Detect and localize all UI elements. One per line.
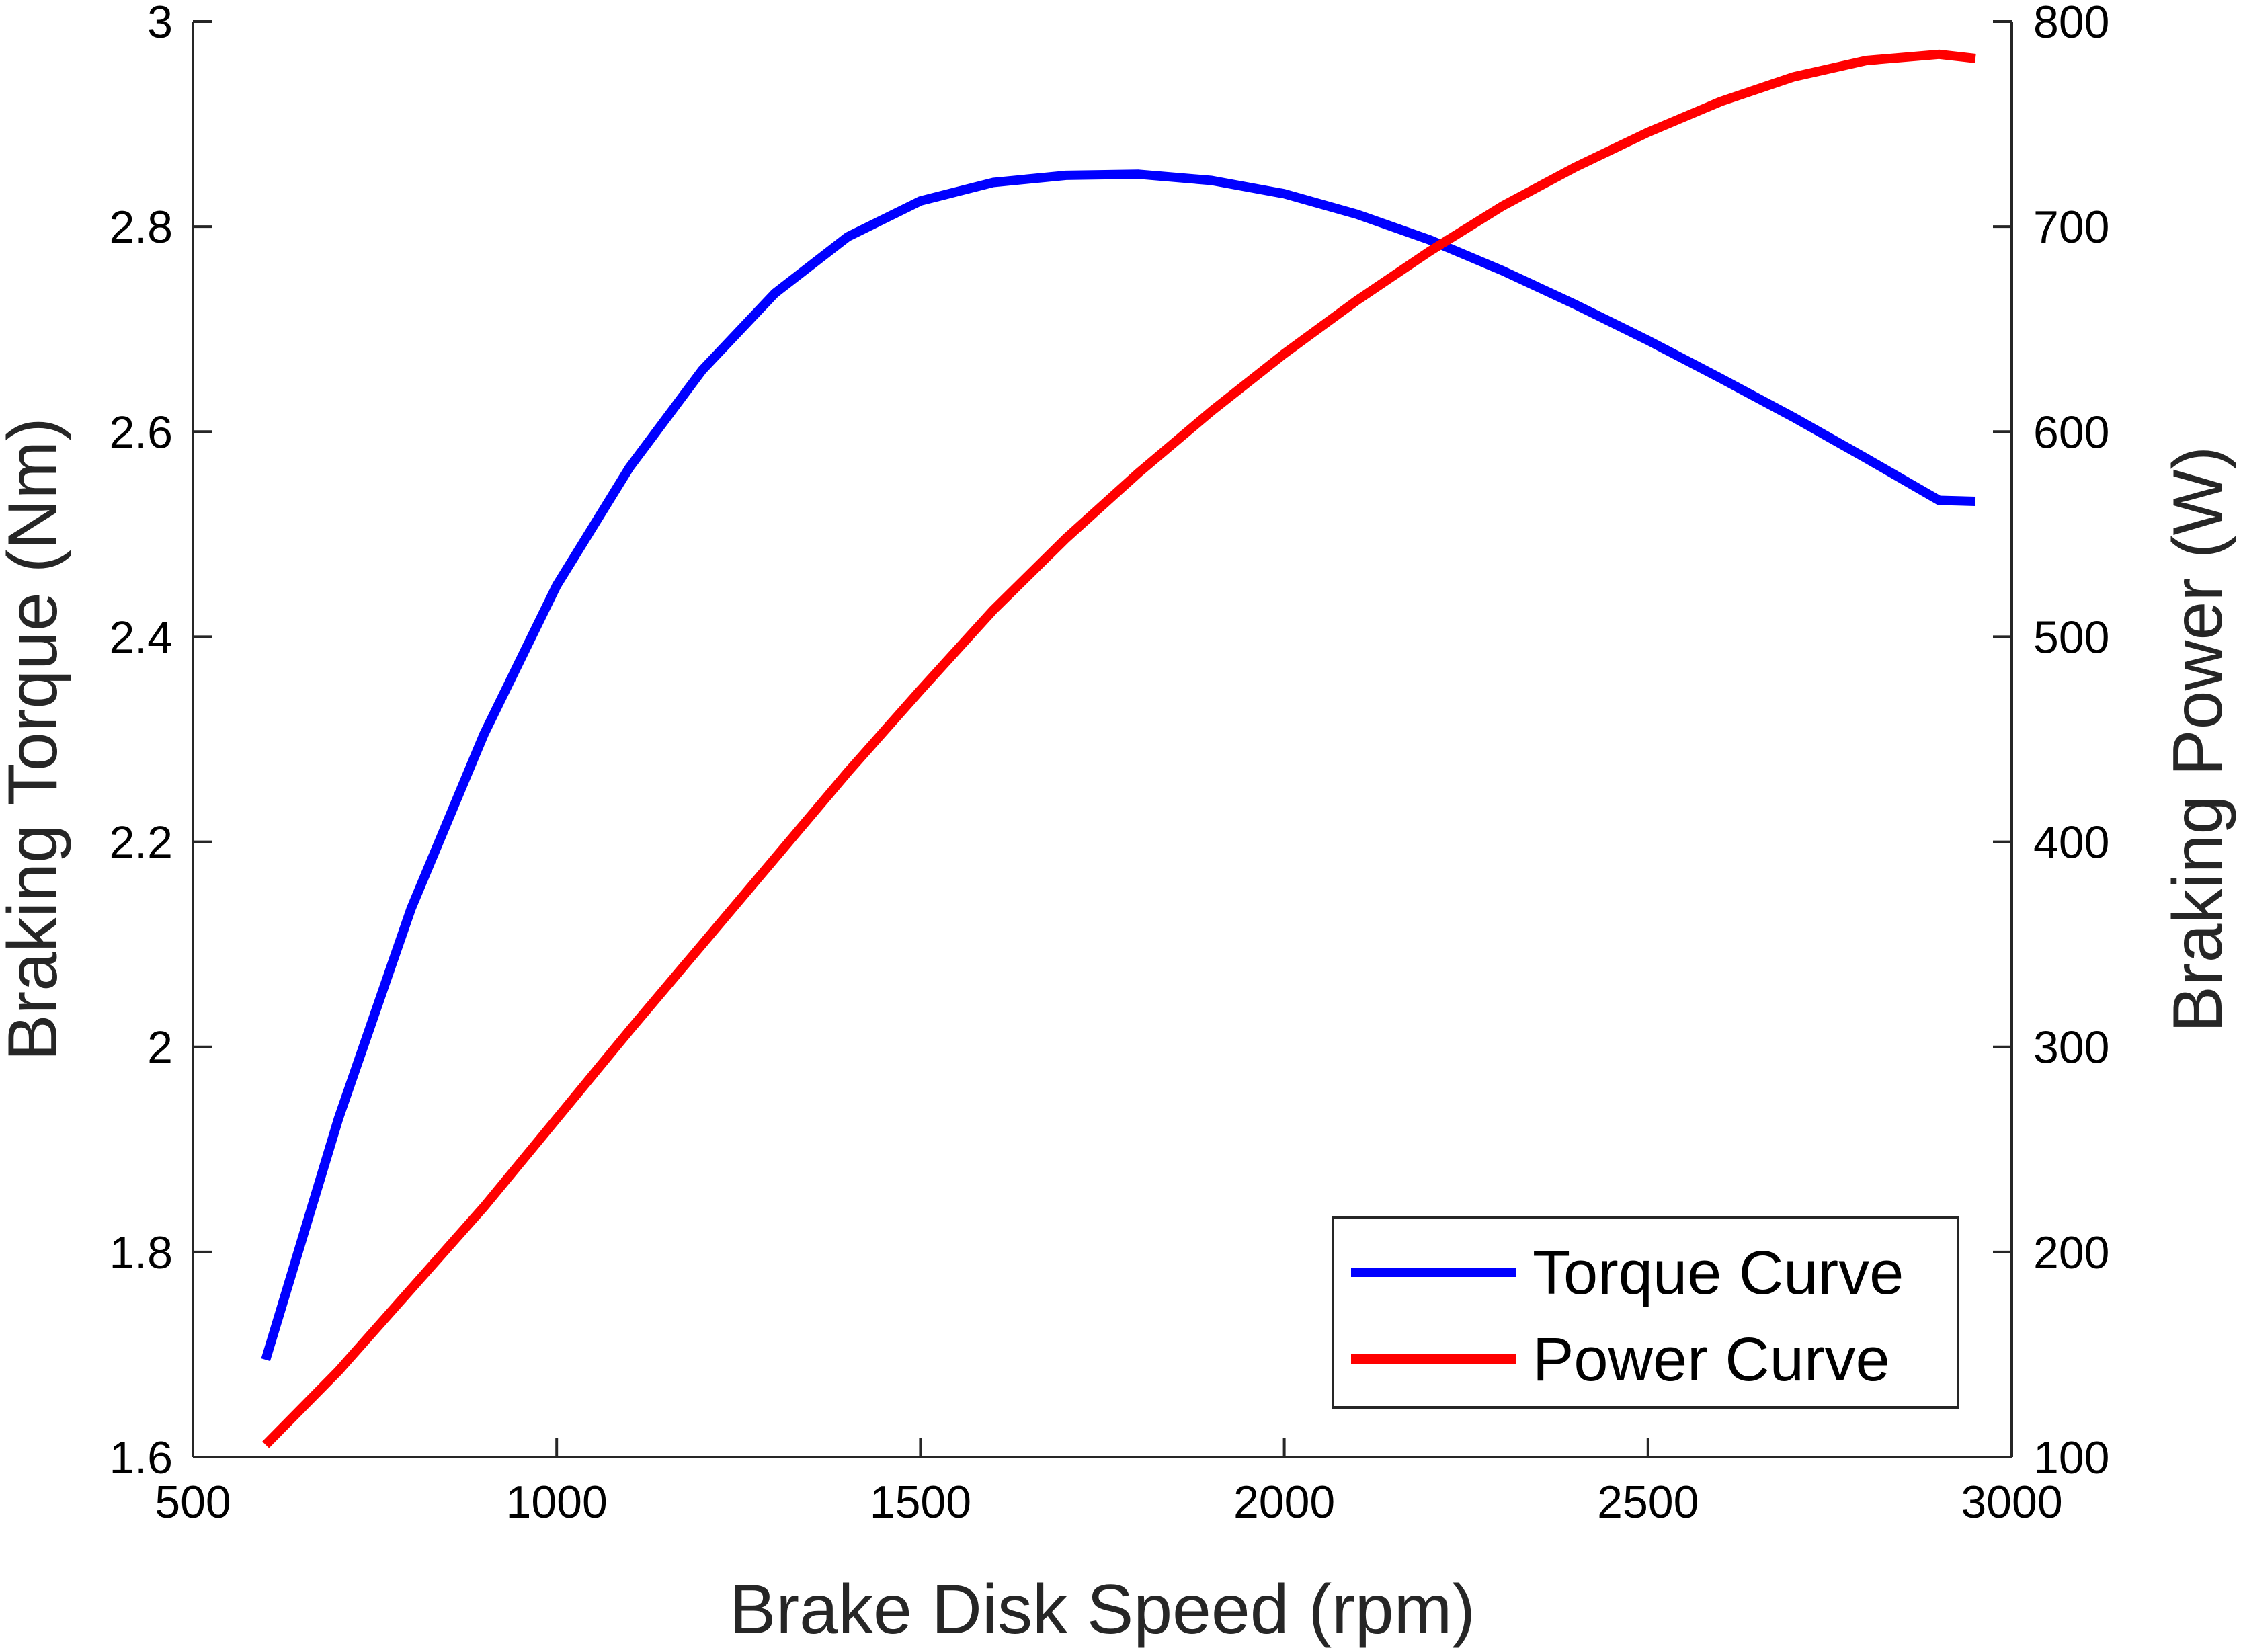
y-right-tick-label: 500 — [2033, 612, 2109, 663]
x-tick-label: 1500 — [870, 1477, 971, 1528]
y-left-tick-label: 2.4 — [109, 612, 173, 663]
y-left-tick-label: 1.8 — [109, 1227, 173, 1278]
x-tick-label: 500 — [155, 1477, 231, 1528]
y-right-tick-label: 700 — [2033, 202, 2109, 253]
legend: Torque Curve Power Curve — [1332, 1216, 1959, 1409]
power-curve-line — [262, 49, 1976, 1448]
y-left-tick-label: 1.6 — [109, 1432, 173, 1483]
x-tick-label: 1000 — [506, 1477, 608, 1528]
y-right-tick-label: 100 — [2033, 1432, 2109, 1483]
legend-label-power: Power Curve — [1533, 1325, 1890, 1394]
x-tick-label: 2500 — [1597, 1477, 1699, 1528]
legend-box — [1332, 1216, 1959, 1409]
legend-label-torque: Torque Curve — [1533, 1239, 1904, 1307]
y-left-tick-label: 2.6 — [109, 407, 173, 458]
series-layer — [261, 49, 1976, 1448]
y-right-tick-label: 400 — [2033, 817, 2109, 868]
x-axis-label: Brake Disk Speed (rpm) — [729, 1571, 1475, 1649]
ticks-layer: 500 1000 1500 2000 2500 3000 1.6 1.8 2 2.2 2.4 2.6 2… — [109, 0, 2109, 1528]
y-axis-right-label: Braking Power (W) — [2159, 446, 2237, 1033]
plot-frame — [192, 22, 2013, 1458]
torque-curve-line — [261, 169, 1976, 1362]
y-left-tick-label: 3 — [147, 0, 173, 48]
y-left-tick-label: 2 — [147, 1022, 173, 1073]
x-tick-label: 2000 — [1233, 1477, 1335, 1528]
y-right-tick-label: 800 — [2033, 0, 2109, 48]
y-right-tick-label: 200 — [2033, 1227, 2109, 1278]
y-right-tick-label: 600 — [2033, 407, 2109, 458]
y-left-tick-label: 2.8 — [109, 202, 173, 253]
y-axis-left-label: Braking Torque (Nm) — [0, 417, 72, 1061]
y-left-tick-label: 2.2 — [109, 817, 173, 868]
y-right-tick-label: 300 — [2033, 1022, 2109, 1073]
x-tick-label: 3000 — [1961, 1477, 2062, 1528]
